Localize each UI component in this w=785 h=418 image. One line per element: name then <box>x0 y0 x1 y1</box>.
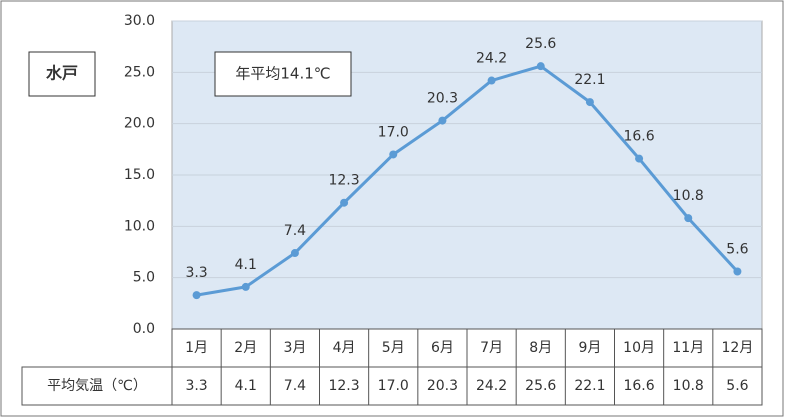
x-tick-label: 10月 <box>623 340 655 356</box>
data-label: 22.1 <box>574 72 605 88</box>
annotation: 年平均14.1℃ <box>235 65 330 83</box>
marker <box>733 267 742 276</box>
x-tick-label: 3月 <box>283 340 306 356</box>
x-tick-label: 8月 <box>529 340 552 356</box>
marker <box>241 282 250 291</box>
data-label: 20.3 <box>427 91 458 107</box>
data-label: 5.6 <box>726 242 748 258</box>
y-tick-label: 30.0 <box>124 13 155 29</box>
table-value: 5.6 <box>726 378 748 394</box>
marker <box>340 198 349 207</box>
y-tick-label: 0.0 <box>133 321 155 337</box>
marker <box>438 116 447 125</box>
table-value: 17.0 <box>378 378 409 394</box>
annotation-box <box>214 51 352 97</box>
marker <box>635 154 644 163</box>
table-value: 22.1 <box>574 378 605 394</box>
table-value: 16.6 <box>623 378 654 394</box>
data-label: 10.8 <box>673 188 704 204</box>
table-value: 25.6 <box>525 378 556 394</box>
x-tick-label: 2月 <box>234 340 257 356</box>
y-tick-label: 15.0 <box>124 167 155 183</box>
table-value: 4.1 <box>235 378 257 394</box>
x-tick-label: 1月 <box>185 340 208 356</box>
table-value: 12.3 <box>328 378 359 394</box>
data-label: 17.0 <box>378 124 409 140</box>
marker <box>290 249 299 258</box>
x-tick-label: 7月 <box>480 340 503 356</box>
y-tick-label: 25.0 <box>124 64 155 80</box>
marker <box>487 76 496 85</box>
data-label: 7.4 <box>284 223 306 239</box>
y-tick-label: 10.0 <box>124 218 155 234</box>
data-label: 4.1 <box>235 257 257 273</box>
marker <box>192 291 201 300</box>
marker <box>585 98 594 107</box>
table-value: 7.4 <box>284 378 306 394</box>
data-label: 25.6 <box>525 36 556 52</box>
line <box>196 64 739 297</box>
y-tick-label: 5.0 <box>133 270 155 286</box>
x-tick-label: 11月 <box>672 340 704 356</box>
location-label: 水戸 <box>46 64 78 83</box>
x-tick-label: 5月 <box>382 340 405 356</box>
y-tick-label: 20.0 <box>124 116 155 132</box>
table-value: 10.8 <box>673 378 704 394</box>
x-tick-label: 12月 <box>722 340 754 356</box>
marker <box>389 150 398 159</box>
table-value: 24.2 <box>476 378 507 394</box>
x-tick-label: 6月 <box>431 340 454 356</box>
marker <box>684 214 693 223</box>
marker <box>536 62 545 71</box>
data-label: 16.6 <box>623 129 654 145</box>
data-label: 24.2 <box>476 51 507 67</box>
x-tick-label: 9月 <box>578 340 601 356</box>
table-row-label: 平均気温（℃） <box>47 378 147 394</box>
location-box <box>28 51 96 97</box>
data-label: 3.3 <box>185 265 207 281</box>
data-label: 12.3 <box>328 173 359 189</box>
table-value: 20.3 <box>427 378 458 394</box>
table-value: 3.3 <box>185 378 207 394</box>
x-tick-label: 4月 <box>333 340 356 356</box>
